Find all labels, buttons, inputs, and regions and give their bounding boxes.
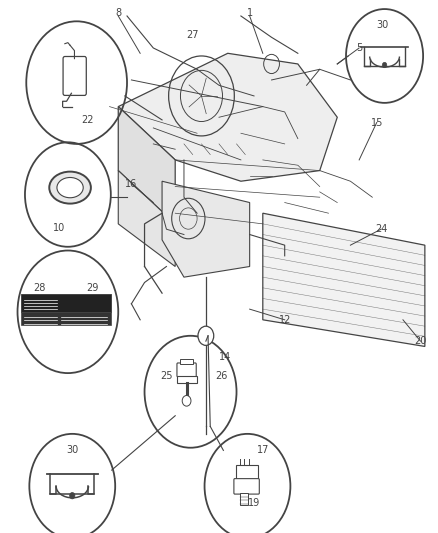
Text: 27: 27 xyxy=(187,30,199,39)
Text: 24: 24 xyxy=(375,224,387,234)
Text: 8: 8 xyxy=(115,9,121,18)
Text: 25: 25 xyxy=(160,371,173,381)
Circle shape xyxy=(70,492,75,499)
FancyBboxPatch shape xyxy=(63,56,86,95)
Ellipse shape xyxy=(49,172,91,204)
Text: 1: 1 xyxy=(247,9,253,18)
Text: 29: 29 xyxy=(86,283,98,293)
Text: 12: 12 xyxy=(279,315,291,325)
Bar xyxy=(21,312,111,325)
Text: 30: 30 xyxy=(66,446,78,455)
Bar xyxy=(177,376,197,383)
FancyBboxPatch shape xyxy=(234,479,259,494)
Bar xyxy=(240,493,248,505)
Circle shape xyxy=(198,326,214,345)
Bar xyxy=(21,294,111,312)
Text: 5: 5 xyxy=(356,43,362,53)
Text: 16: 16 xyxy=(125,179,138,189)
Text: 30: 30 xyxy=(376,20,389,30)
Polygon shape xyxy=(162,181,250,277)
Text: 15: 15 xyxy=(371,118,383,127)
Polygon shape xyxy=(118,53,337,181)
Text: 17: 17 xyxy=(257,446,269,455)
Circle shape xyxy=(182,395,191,406)
Text: 19: 19 xyxy=(248,498,260,507)
Circle shape xyxy=(382,62,387,68)
Polygon shape xyxy=(118,107,175,224)
Bar xyxy=(180,359,193,364)
Text: 26: 26 xyxy=(215,371,227,381)
Text: 20: 20 xyxy=(414,336,427,346)
Polygon shape xyxy=(118,171,175,266)
Polygon shape xyxy=(263,213,425,346)
Text: 10: 10 xyxy=(53,223,65,232)
Text: 22: 22 xyxy=(81,115,94,125)
FancyBboxPatch shape xyxy=(177,363,196,377)
Text: 14: 14 xyxy=(219,352,232,362)
Ellipse shape xyxy=(57,177,83,198)
Bar xyxy=(236,465,258,480)
Text: 28: 28 xyxy=(33,283,46,293)
